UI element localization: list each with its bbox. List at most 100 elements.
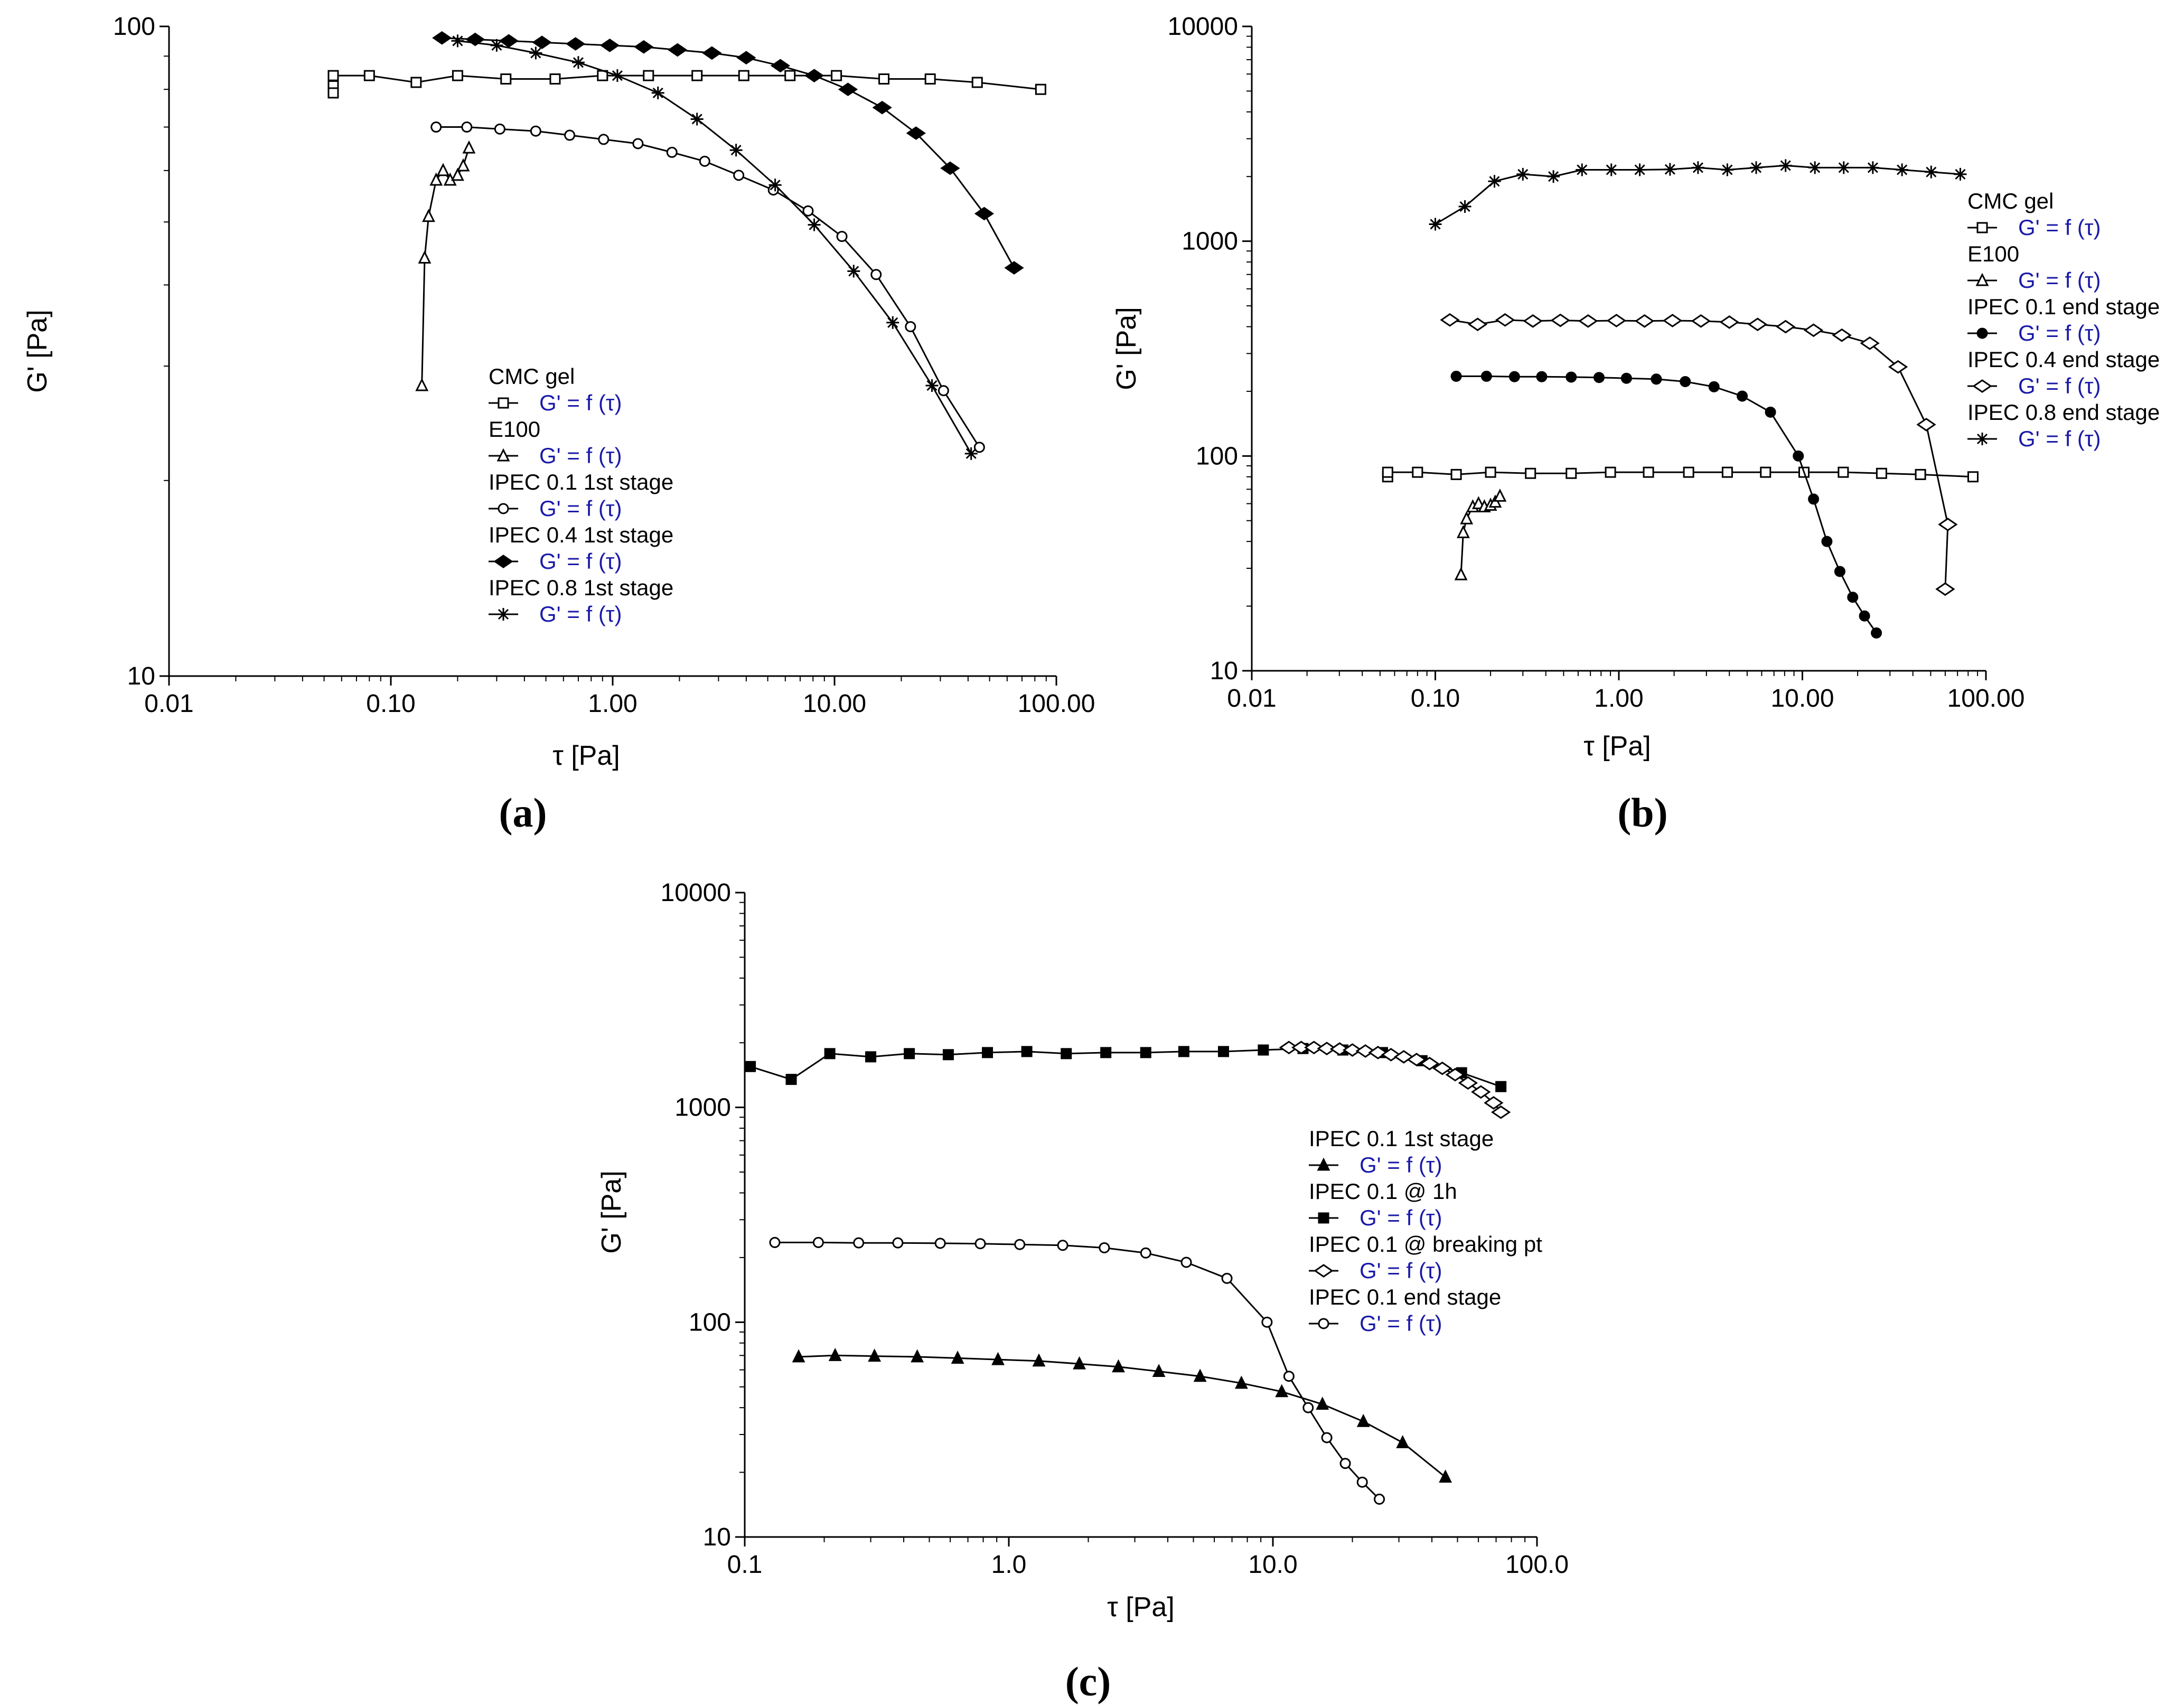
data-point <box>736 51 756 65</box>
y-tick-label: 1000 <box>1182 228 1238 256</box>
data-point <box>938 385 949 397</box>
legend-entry-name: CMC gel <box>489 364 575 389</box>
legend-marker <box>496 448 510 462</box>
data-point <box>1935 582 1955 596</box>
data-point <box>598 134 610 145</box>
series-ipec-0-1-end-stage <box>769 1236 1385 1505</box>
legend-entry-name: IPEC 0.1 end stage <box>1967 294 2160 319</box>
data-point <box>1261 1316 1273 1328</box>
data-point <box>1566 371 1577 383</box>
x-tick-label: 0.10 <box>366 690 415 718</box>
y-axis-label: G' [Pa] <box>1111 307 1142 390</box>
data-point <box>1803 323 1824 338</box>
data-point <box>853 1237 865 1249</box>
chart-panel-b: 0.01 0.10 1.00 10.00 100.00 10 100 1000 10000 τ [… <box>1111 13 2160 836</box>
data-point <box>1750 161 1763 174</box>
data-point <box>836 231 848 242</box>
data-point <box>784 70 796 81</box>
data-point <box>634 40 654 54</box>
data-point <box>1779 159 1792 172</box>
data-point <box>1004 261 1024 275</box>
data-point <box>430 121 442 133</box>
data-point <box>1454 567 1468 580</box>
data-point <box>1458 200 1471 213</box>
data-point <box>1508 371 1520 382</box>
data-point <box>1721 466 1733 478</box>
series-cmc-gel <box>327 70 1046 99</box>
legend-entry-function: G' = f (τ) <box>1360 1258 1442 1283</box>
data-point <box>905 321 916 332</box>
data-point <box>1450 370 1462 382</box>
legend-entry-function: G' = f (τ) <box>539 496 622 521</box>
data-point <box>363 70 375 81</box>
legend-entry-name: IPEC 0.1 1st stage <box>489 470 673 494</box>
data-point <box>1808 493 1820 505</box>
data-point <box>1440 313 1460 327</box>
data-point <box>1419 1056 1440 1071</box>
data-point <box>432 31 452 45</box>
data-point <box>729 144 743 157</box>
data-point <box>974 1238 986 1250</box>
data-point <box>1808 161 1822 174</box>
legend-marker <box>1318 1318 1329 1329</box>
x-tick-label: 100.0 <box>1505 1551 1569 1579</box>
data-point <box>651 86 664 99</box>
data-point <box>1291 1041 1311 1055</box>
data-point <box>415 378 429 391</box>
legend-entry-function: G' = f (τ) <box>1360 1311 1442 1336</box>
data-point <box>1876 467 1887 479</box>
series-ipec-0-1-end-stage <box>1450 370 1882 639</box>
data-point <box>878 73 890 85</box>
data-point <box>1140 1247 1151 1259</box>
data-point <box>1460 511 1474 524</box>
data-point <box>1450 468 1462 480</box>
data-point <box>770 59 791 73</box>
x-axis-label: τ [Pa] <box>1583 731 1651 762</box>
series-cmc-gel <box>1382 466 1979 483</box>
data-point <box>643 70 654 81</box>
y-tick-label: 10 <box>127 662 155 690</box>
data-point <box>1938 518 1958 531</box>
data-point <box>1374 1493 1385 1505</box>
data-point <box>1432 1061 1452 1075</box>
panel-caption: (b) <box>1617 790 1667 836</box>
data-point <box>429 172 443 186</box>
legend-marker <box>1314 1264 1334 1278</box>
data-point <box>1871 627 1882 639</box>
data-point <box>1662 314 1683 327</box>
legend-marker <box>497 608 510 621</box>
x-tick-label: 10.00 <box>803 690 866 718</box>
data-point <box>733 170 745 181</box>
legend-entry-name: IPEC 0.1 end stage <box>1309 1285 1501 1309</box>
plot-area <box>1382 159 1979 639</box>
data-point <box>1021 1046 1033 1057</box>
data-point <box>1578 314 1598 328</box>
data-point <box>1765 406 1776 418</box>
data-point <box>1014 1239 1026 1250</box>
legend-marker <box>1976 222 1988 233</box>
data-point <box>599 39 620 52</box>
legend-entry-function: G' = f (τ) <box>2018 215 2101 240</box>
data-point <box>1680 376 1691 387</box>
legend-entry-function: G' = f (τ) <box>539 443 622 468</box>
data-point <box>494 123 505 135</box>
legend-entry-name: IPEC 0.8 end stage <box>1967 400 2160 425</box>
data-point <box>1760 466 1771 478</box>
data-point <box>831 70 842 81</box>
data-point <box>1708 381 1720 392</box>
legend-entry-name: IPEC 0.4 end stage <box>1967 347 2160 372</box>
data-point <box>940 161 960 175</box>
data-point <box>964 447 978 460</box>
data-point <box>847 265 860 278</box>
data-point <box>1396 1435 1410 1448</box>
data-point <box>892 1237 904 1249</box>
data-point <box>1112 1359 1125 1373</box>
data-point <box>925 379 939 392</box>
data-point <box>1605 163 1618 176</box>
data-point <box>838 82 858 97</box>
data-point <box>668 43 688 57</box>
data-point <box>549 73 561 85</box>
legend-entry-name: IPEC 0.1 @ 1h <box>1309 1179 1457 1204</box>
data-point <box>702 46 722 60</box>
data-point <box>792 1349 805 1363</box>
